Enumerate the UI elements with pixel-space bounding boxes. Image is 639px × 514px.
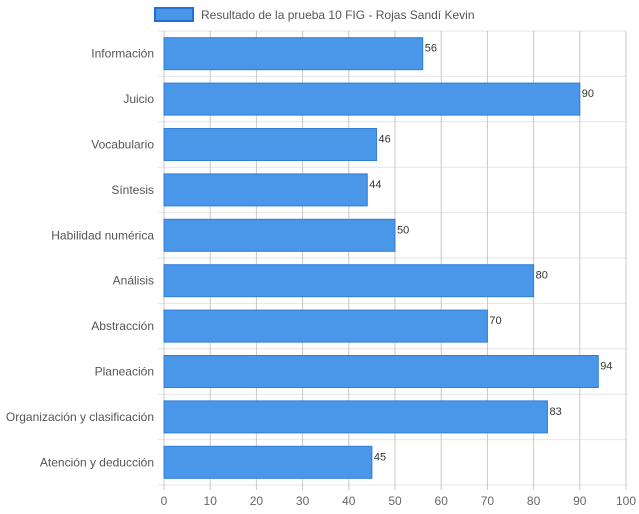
x-tick-label: 50 <box>388 494 402 508</box>
value-label: 94 <box>600 361 612 373</box>
category-label: Organización y clasificación <box>6 410 154 424</box>
bar[interactable] <box>163 355 599 388</box>
value-label: 80 <box>536 270 548 282</box>
x-tick-label: 0 <box>161 494 168 508</box>
value-label: 83 <box>549 406 561 418</box>
bar[interactable] <box>163 37 424 71</box>
bar[interactable] <box>163 218 396 252</box>
value-label: 45 <box>374 451 386 463</box>
category-label: Abstracción <box>91 319 154 333</box>
category-label: Planeación <box>95 365 154 379</box>
bar[interactable] <box>163 264 535 298</box>
x-tick-label: 80 <box>527 494 541 508</box>
legend-swatch <box>154 7 194 22</box>
bar[interactable] <box>163 173 368 207</box>
category-labels: Información Juicio Vocabulario Síntesis Habi… <box>6 47 154 470</box>
x-tick-label: 10 <box>204 494 218 508</box>
category-label: Vocabulario <box>91 138 154 152</box>
value-label: 70 <box>489 315 501 327</box>
x-tick-label: 90 <box>573 494 587 508</box>
bar[interactable] <box>163 128 378 161</box>
bar[interactable] <box>163 309 488 343</box>
x-tick-label: 60 <box>435 494 449 508</box>
x-tick-label: 30 <box>296 494 310 508</box>
value-labels: 56 90 46 44 50 80 70 94 83 45 <box>369 43 612 464</box>
bar[interactable] <box>163 445 373 479</box>
category-label: Juicio <box>123 92 154 106</box>
chart-legend[interactable]: Resultado de la prueba 10 FIG - Rojas Sa… <box>154 7 475 22</box>
x-tick-label: 100 <box>616 494 636 508</box>
x-tick-label: 40 <box>342 494 356 508</box>
value-label: 56 <box>425 43 437 55</box>
x-axis-ticks: 0 10 20 30 40 50 60 70 80 90 100 <box>161 494 637 508</box>
category-label: Atención y deducción <box>40 455 154 469</box>
x-tick-label: 70 <box>481 494 495 508</box>
category-label: Análisis <box>113 274 154 288</box>
bars <box>163 37 599 479</box>
category-label: Habilidad numérica <box>51 228 154 242</box>
x-tick-label: 20 <box>250 494 264 508</box>
value-label: 46 <box>379 134 391 146</box>
legend-label: Resultado de la prueba 10 FIG - Rojas Sa… <box>201 8 475 22</box>
bar[interactable] <box>163 400 548 434</box>
value-label: 44 <box>369 179 381 191</box>
value-label: 90 <box>582 88 594 100</box>
category-label: Información <box>91 47 154 61</box>
category-label: Síntesis <box>111 183 154 197</box>
bar[interactable] <box>163 82 581 116</box>
value-label: 50 <box>397 224 409 236</box>
